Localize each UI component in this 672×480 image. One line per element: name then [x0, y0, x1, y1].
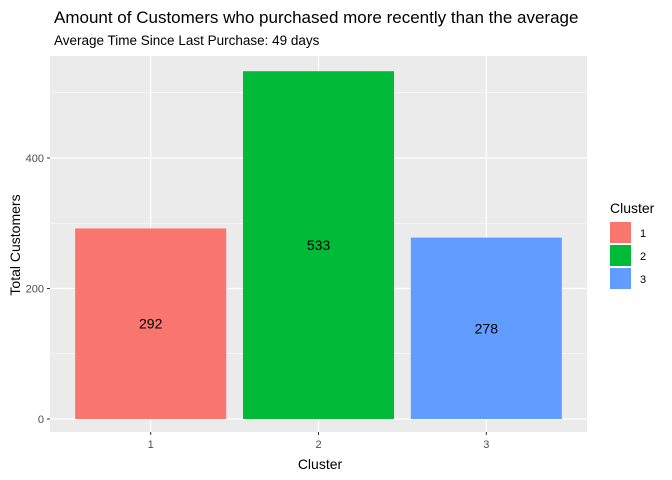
data-label: 533	[307, 237, 331, 253]
y-tick-label: 0	[38, 414, 44, 426]
chart-title: Amount of Customers who purchased more r…	[54, 8, 578, 27]
legend-label: 3	[640, 274, 646, 286]
x-tick-label: 3	[483, 439, 489, 451]
legend-label: 2	[640, 251, 646, 263]
legend-title: Cluster	[610, 200, 655, 216]
bar-cluster-2	[242, 71, 395, 419]
y-axis-title: Total Customers	[7, 194, 23, 295]
legend-key-1	[610, 222, 631, 243]
data-labels: 292 533 278	[139, 237, 498, 336]
axes: 0 200 400 1 2 3	[26, 153, 490, 451]
x-tick-label: 1	[148, 439, 154, 451]
bars	[75, 71, 562, 419]
y-tick-label: 400	[26, 153, 44, 165]
y-tick-label: 200	[26, 284, 44, 296]
data-label: 292	[139, 316, 163, 332]
x-tick-label: 2	[315, 439, 321, 451]
legend-key-2	[610, 245, 631, 266]
chart-subtitle: Average Time Since Last Purchase: 49 day…	[54, 33, 320, 48]
legend-key-3	[610, 268, 631, 289]
bar-cluster-3	[410, 237, 562, 419]
bar-cluster-1	[75, 228, 227, 419]
legend-label: 1	[640, 228, 646, 240]
data-label: 278	[475, 320, 499, 336]
legend: Cluster 1 2 3	[610, 200, 655, 289]
x-axis-title: Cluster	[298, 456, 343, 472]
